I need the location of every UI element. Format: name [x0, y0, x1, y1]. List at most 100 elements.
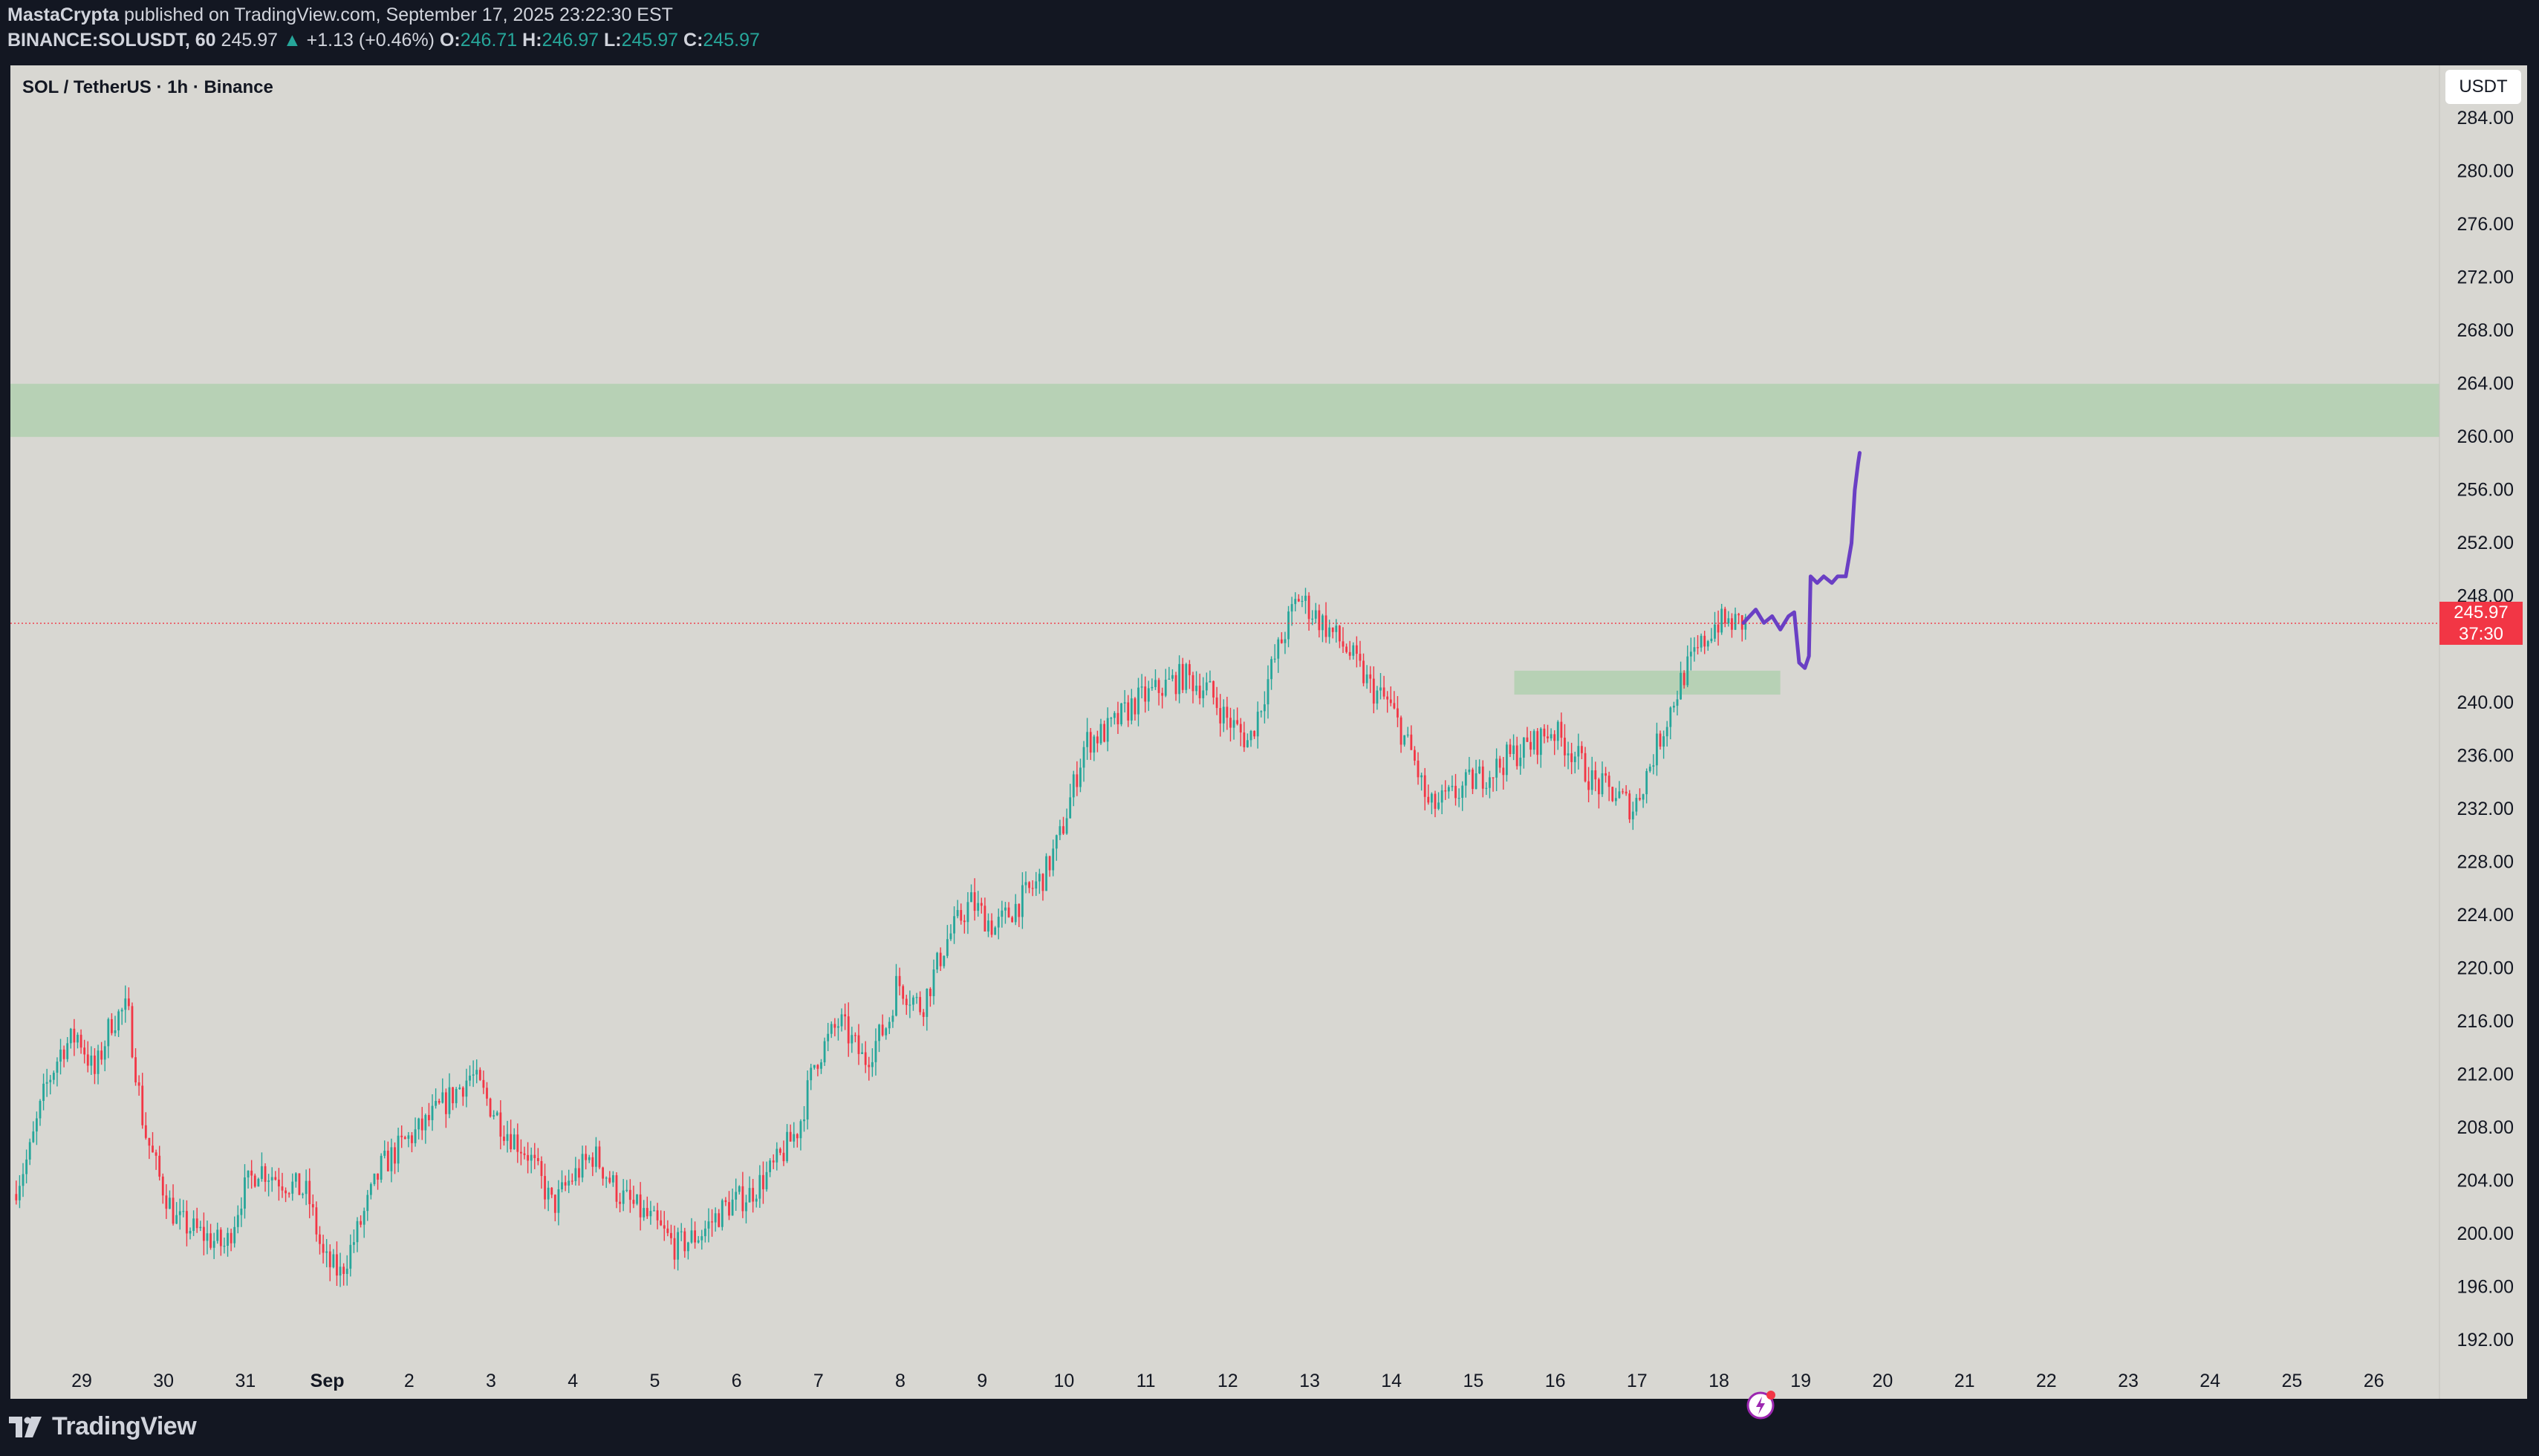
- chart-canvas[interactable]: 284.00 280.00 276.00 272.00 268.00 264.00 260.…: [10, 65, 2527, 1399]
- candle: [1515, 745, 1518, 767]
- candle: [1386, 696, 1389, 700]
- candle: [1573, 756, 1576, 762]
- candle: [1584, 753, 1587, 781]
- candle: [540, 1160, 543, 1177]
- y-tick-label: 268.00: [2457, 320, 2514, 341]
- candle: [1014, 903, 1017, 923]
- candle: [1645, 770, 1648, 795]
- candle: [1301, 600, 1304, 602]
- candle: [1324, 615, 1327, 637]
- candle: [854, 1035, 856, 1036]
- candle: [1587, 781, 1590, 790]
- published-text: published on TradingView.com, September …: [124, 4, 673, 25]
- author-name[interactable]: MastaCrypta: [7, 4, 120, 25]
- candle: [431, 1105, 434, 1120]
- x-tick-label: 21: [1954, 1371, 1975, 1391]
- candle: [1314, 610, 1317, 619]
- candle: [394, 1147, 396, 1164]
- candles-group: [15, 588, 1747, 1287]
- candle: [161, 1176, 164, 1196]
- candle: [1195, 685, 1197, 692]
- candle: [1427, 796, 1430, 803]
- candle: [1683, 672, 1685, 686]
- candle: [452, 1087, 454, 1104]
- candle: [186, 1211, 188, 1234]
- candle: [291, 1181, 294, 1194]
- candle: [885, 1028, 888, 1036]
- lightning-icon[interactable]: [1746, 1388, 1778, 1420]
- candle: [1140, 686, 1143, 688]
- candle: [428, 1114, 430, 1120]
- unit-badge[interactable]: USDT: [2445, 70, 2521, 104]
- candle: [956, 910, 959, 917]
- candle: [639, 1194, 642, 1218]
- candle: [881, 1024, 884, 1036]
- chart-area[interactable]: 284.00 280.00 276.00 272.00 268.00 264.00 260.…: [10, 65, 2527, 1420]
- candle: [564, 1182, 567, 1186]
- candle: [670, 1232, 672, 1238]
- candle: [1526, 737, 1529, 742]
- candle: [137, 1082, 140, 1086]
- candle: [673, 1238, 676, 1260]
- candle: [144, 1125, 147, 1138]
- candle: [1219, 708, 1222, 724]
- candle: [1059, 826, 1062, 836]
- candle: [1509, 744, 1512, 755]
- candle: [1079, 767, 1082, 787]
- tradingview-logo-text: TradingView: [52, 1412, 197, 1440]
- candle: [1226, 706, 1229, 718]
- candle: [646, 1208, 648, 1217]
- candle: [581, 1154, 584, 1178]
- candle: [134, 1057, 137, 1083]
- candle: [1243, 732, 1246, 747]
- candle: [1120, 703, 1122, 724]
- y-tick-label: 220.00: [2457, 958, 2514, 978]
- candle: [1065, 818, 1068, 834]
- candle: [741, 1186, 744, 1212]
- candle: [360, 1221, 362, 1225]
- candle: [510, 1134, 513, 1150]
- candle: [1502, 767, 1505, 776]
- candle: [1672, 706, 1675, 708]
- candle: [1700, 635, 1703, 648]
- candle: [230, 1232, 233, 1244]
- candle: [1492, 777, 1495, 779]
- candle: [1096, 736, 1099, 744]
- candle: [776, 1148, 778, 1163]
- candle: [114, 1030, 117, 1033]
- tradingview-logo[interactable]: TradingView: [9, 1412, 197, 1441]
- candle: [250, 1170, 253, 1176]
- candle: [212, 1241, 215, 1248]
- candle: [1693, 647, 1696, 652]
- candle: [1229, 718, 1232, 728]
- candle: [625, 1189, 628, 1192]
- y-tick-label: 252.00: [2457, 533, 2514, 553]
- candle: [1547, 736, 1549, 738]
- candle: [1335, 625, 1338, 632]
- candle: [103, 1046, 106, 1060]
- candle: [236, 1215, 239, 1227]
- candle: [656, 1210, 659, 1221]
- x-tick-label: 17: [1627, 1371, 1648, 1391]
- candle: [1001, 910, 1004, 917]
- candle: [274, 1177, 277, 1180]
- candle: [69, 1028, 72, 1044]
- candle: [762, 1174, 764, 1189]
- candle: [206, 1233, 209, 1241]
- candle: [59, 1049, 62, 1062]
- candle: [782, 1152, 785, 1162]
- y-tick-label: 272.00: [2457, 267, 2514, 288]
- candle: [152, 1145, 154, 1153]
- candle: [1362, 660, 1365, 683]
- candle: [339, 1267, 342, 1276]
- candle: [628, 1189, 631, 1200]
- change-text: +1.13 (+0.46%): [306, 30, 435, 51]
- x-tick-label: 4: [568, 1371, 578, 1391]
- candle: [1539, 728, 1542, 755]
- y-tick-label: 200.00: [2457, 1223, 2514, 1244]
- candle: [79, 1034, 82, 1048]
- candle: [1669, 707, 1672, 727]
- candle: [984, 906, 986, 932]
- candle: [66, 1043, 69, 1059]
- candle: [789, 1131, 792, 1142]
